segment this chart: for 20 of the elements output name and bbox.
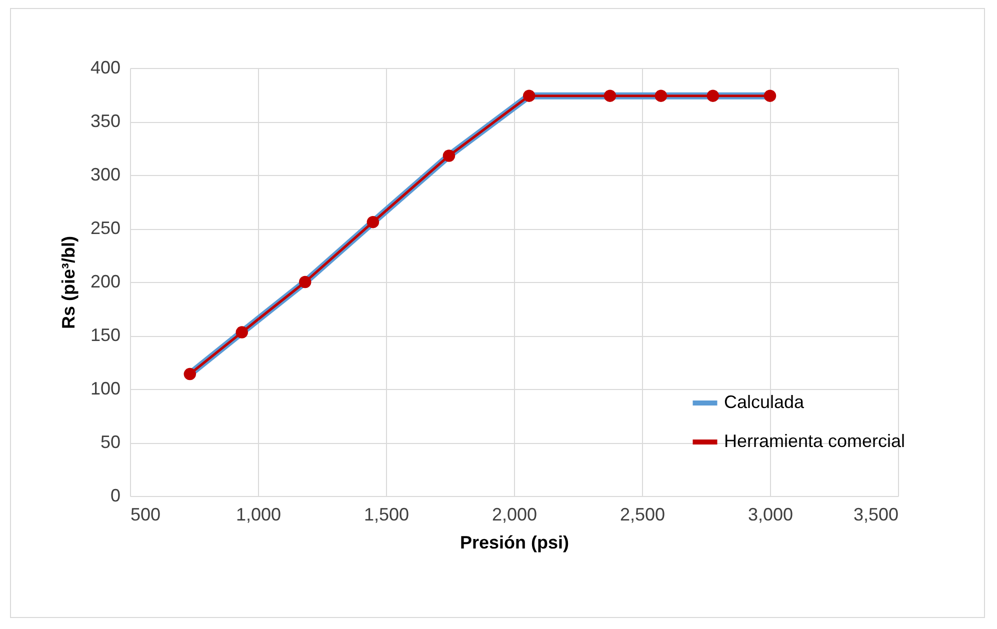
x-tick-label: 1,000 [236,504,282,524]
y-tick-label: 350 [90,111,120,131]
y-tick-label: 300 [90,164,120,184]
y-tick-label: 250 [90,218,120,238]
x-tick-label: 2,000 [492,504,538,524]
x-tick-label: 3,000 [748,504,794,524]
x-tick-label: 500 [130,504,161,524]
legend-label: Calculada [724,392,806,412]
y-tick-label: 50 [100,432,120,452]
y-tick-label: 200 [90,272,120,292]
x-axis-title: Presión (psi) [460,532,570,552]
y-axis-title: Rs (pie³/bl) [58,236,78,329]
y-tick-label: 0 [110,486,120,506]
y-tick-label: 400 [90,58,120,78]
y-tick-label: 150 [90,325,120,345]
y-tick-label: 100 [90,378,120,398]
x-tick-label: 2,500 [620,504,666,524]
x-tick-label: 1,500 [364,504,410,524]
legend-label: Herramienta comercial [724,431,906,451]
x-tick-label: 3,500 [853,504,898,524]
